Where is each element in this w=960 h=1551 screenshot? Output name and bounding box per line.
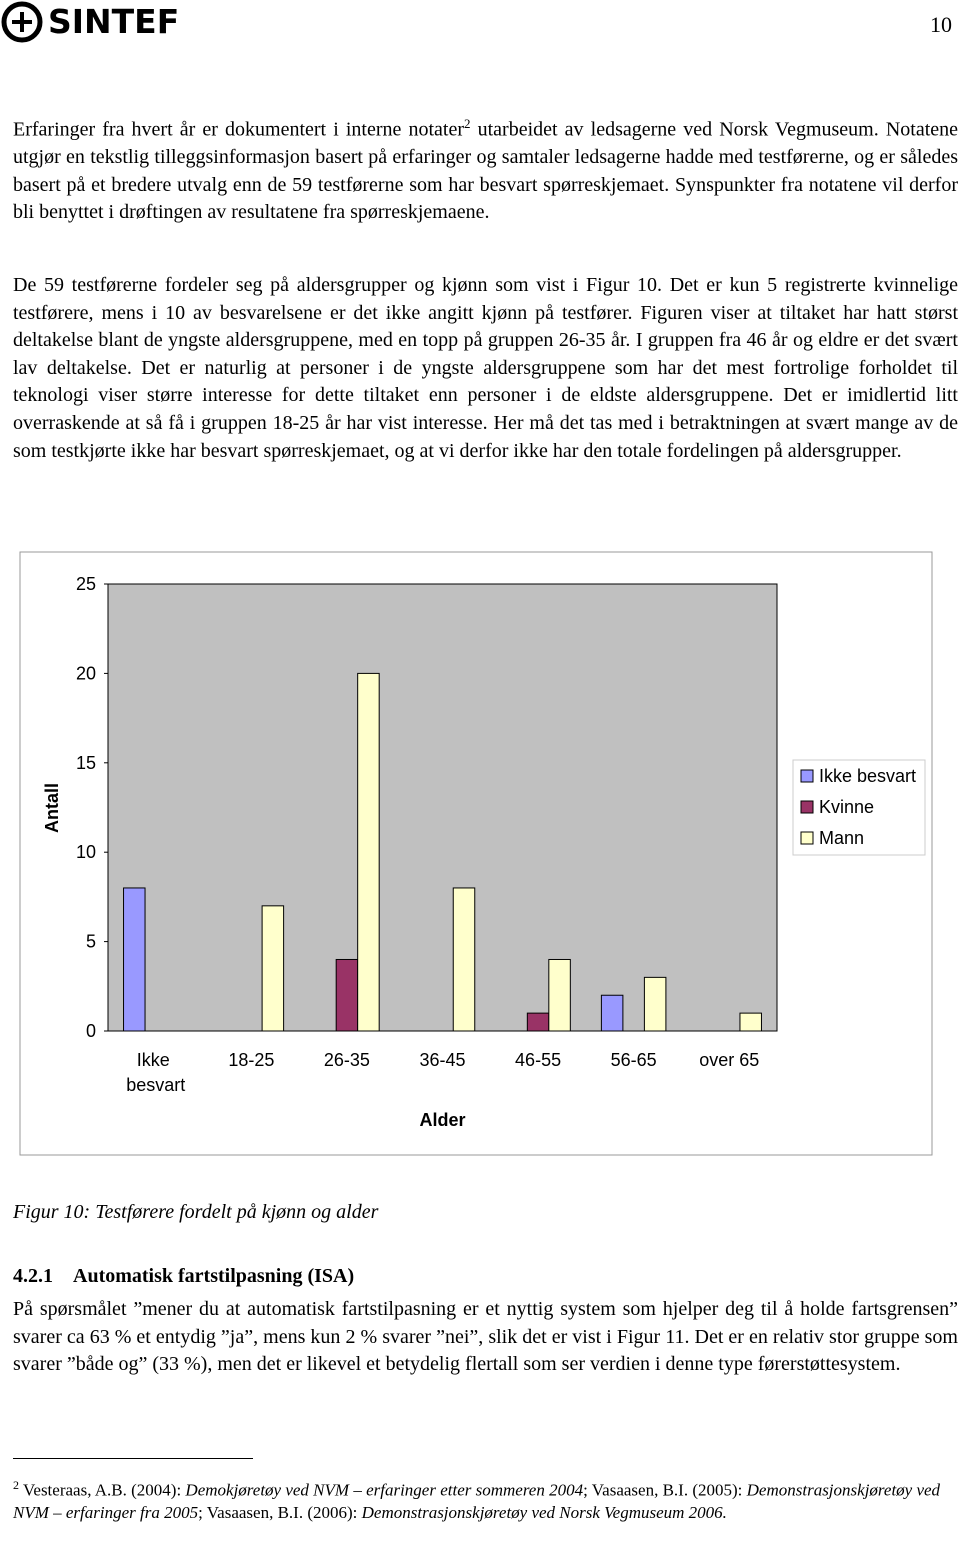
legend-label: Ikke besvart (819, 766, 916, 786)
y-tick-label: 0 (86, 1021, 96, 1041)
x-tick-label: 26-35 (324, 1050, 370, 1070)
x-tick-label: 46-55 (515, 1050, 561, 1070)
x-axis-label: Alder (419, 1110, 465, 1130)
footnote-text: Demonstrasjonskjøretøy ved Norsk Vegmuse… (361, 1502, 727, 1522)
logo: SINTEF (1, 1, 179, 43)
bar (452, 887, 476, 1032)
footnote-text: ; Vasaasen, B.I. (2005): (583, 1480, 747, 1500)
paragraph: På spørsmålet ”mener du at automatisk fa… (13, 1298, 958, 1376)
text: Erfaringer fra hvert år er dokumentert i… (13, 118, 465, 141)
plot-area (107, 583, 778, 1032)
footnote-text: ; Vasaasen, B.I. (2006): (198, 1502, 362, 1522)
legend-swatch (800, 769, 814, 783)
chart: 0 5 10 15 20 25 Ikke besvart 18-25 26-35 36-45 46-… (19, 551, 933, 1156)
bar (739, 1012, 762, 1032)
logo-text: SINTEF (48, 2, 179, 41)
legend-swatch (800, 800, 814, 814)
y-axis-label: Antall (42, 783, 62, 833)
footnote-number: 2 (13, 1478, 19, 1492)
footnote-rule (13, 1458, 253, 1459)
y-tick-label: 15 (76, 753, 96, 773)
logo-icon (1, 1, 43, 43)
x-tick-label: Ikke besvart (126, 1050, 185, 1095)
legend-swatch (800, 831, 814, 845)
legend-box (792, 759, 926, 856)
bar (335, 958, 359, 1032)
paragraph: De 59 testførerne fordeler seg på alders… (13, 272, 958, 465)
bar (548, 958, 571, 1032)
footnote-text: Demokjøretøy ved NVM – erfaringer etter … (185, 1480, 584, 1500)
y-tick-label: 25 (76, 574, 96, 594)
bar (600, 994, 624, 1032)
x-tick-label: 56-65 (611, 1050, 657, 1070)
y-tick-label: 20 (76, 663, 96, 683)
logo-icon-cross (12, 12, 32, 32)
bar (643, 976, 667, 1032)
bar (261, 905, 285, 1032)
bar (526, 1012, 550, 1032)
footnote: 2 Vesteraas, A.B. (2004): Demokjøretøy ve… (13, 1474, 948, 1524)
y-tick-label: 10 (76, 842, 96, 862)
bar (123, 887, 146, 1032)
section-number: 4.2.1 (13, 1265, 53, 1287)
figure-caption: Figur 10: Testførere fordelt på kjønn og… (13, 1201, 379, 1223)
footnote-text: Vesteraas, A.B. (2004): (23, 1480, 186, 1500)
paragraph: Erfaringer fra hvert år er dokumentert i… (13, 110, 958, 227)
text: utarbeidet av ledsagerne ved Norsk Vegmu… (13, 118, 959, 224)
text: De 59 testførerne fordeler seg på alders… (13, 274, 958, 462)
bar (357, 672, 380, 1032)
page-number: 10 (930, 12, 952, 37)
footnote-ref: 2 (464, 116, 471, 131)
section-title: Automatisk fartstilpasning (ISA) (73, 1265, 355, 1287)
legend-label: Mann (819, 828, 864, 848)
x-tick-label: 36-45 (419, 1050, 465, 1070)
section-heading: 4.2.1 Automatisk fartstilpasning (ISA) (13, 1263, 958, 1291)
legend-label: Kvinne (819, 797, 874, 817)
footnote-text: Demonstrasjonskjøretøy ved NVM – erfarin… (13, 1480, 941, 1522)
y-tick-label: 5 (86, 932, 96, 952)
x-tick-label: over 65 (699, 1050, 759, 1070)
x-tick-label: 18-25 (228, 1050, 274, 1070)
